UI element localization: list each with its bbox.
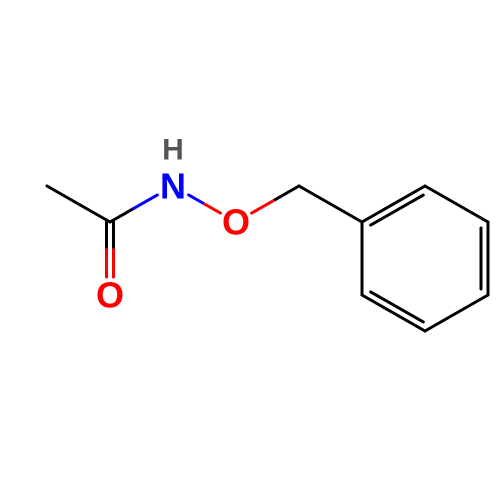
molecule-canvas: ONHO: [0, 0, 500, 500]
atom-H: H: [162, 134, 184, 167]
atom-O: O: [222, 202, 250, 243]
atom-N: N: [160, 166, 186, 207]
atom-O: O: [96, 275, 124, 316]
